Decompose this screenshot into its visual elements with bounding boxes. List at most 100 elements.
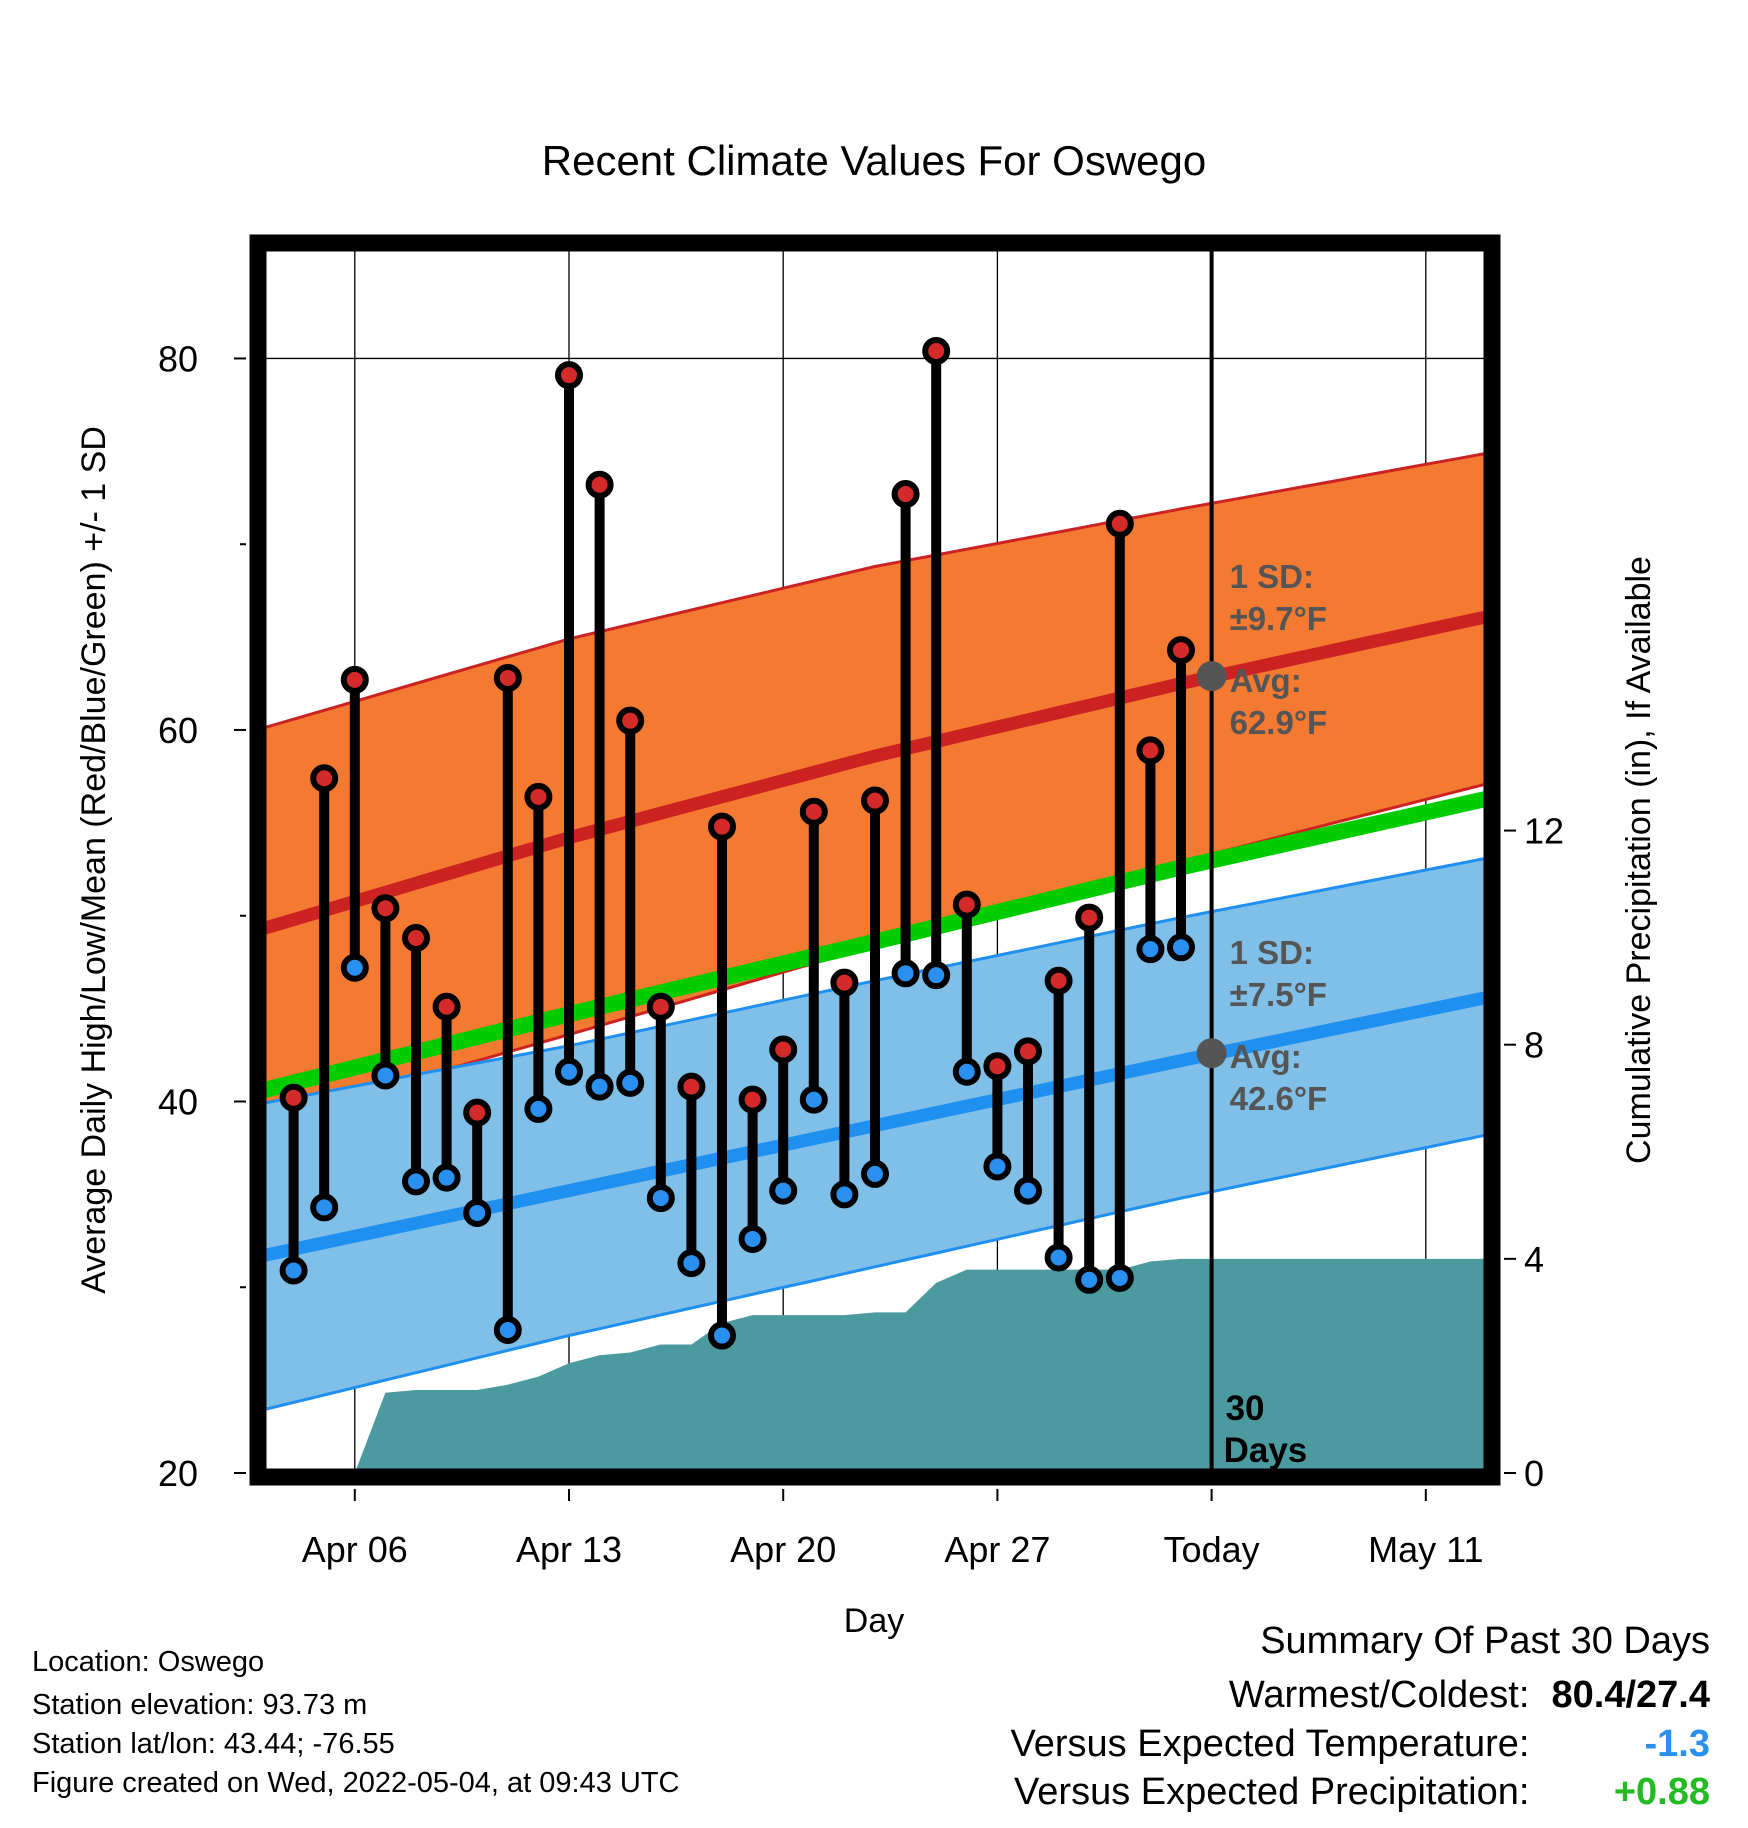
low-point [402, 1167, 430, 1196]
low-point [646, 1184, 675, 1213]
footer-elevation: Station elevation: 93.73 m [32, 1689, 368, 1721]
high-point [891, 480, 920, 509]
high-point [861, 786, 889, 815]
today-high-avg-dot [1196, 661, 1227, 692]
low-point [555, 1057, 583, 1086]
summary-precip-label: Versus Expected Precipitation: [1014, 1771, 1530, 1813]
high-point [922, 337, 951, 366]
high-point [555, 361, 583, 390]
high-point [1167, 636, 1195, 665]
low-point [463, 1198, 492, 1227]
low-point [1014, 1176, 1042, 1205]
low-point [983, 1152, 1012, 1181]
low-point [1105, 1263, 1134, 1292]
high-point [1014, 1037, 1042, 1066]
y-tick-label: 80 [158, 338, 198, 379]
low-point [493, 1315, 522, 1344]
observed-temperatures [279, 337, 1195, 1350]
low-point [1075, 1265, 1104, 1294]
low-point [616, 1068, 645, 1097]
low-point [830, 1180, 859, 1209]
low-point [371, 1061, 400, 1090]
low-point [1167, 933, 1195, 962]
normal-high-mean-line [263, 610, 1487, 935]
low-point [952, 1057, 981, 1086]
high-point [769, 1035, 798, 1064]
normal-high-band-upper-edge [263, 451, 1487, 730]
summary-temp-row: Versus Expected Temperature: -1.3 [1011, 1723, 1710, 1766]
annotation-high-row: Avg: [1230, 662, 1302, 699]
x-tick-label: Apr 06 [302, 1529, 408, 1570]
y2-axis-label: Cumulative Precipitation (in), If Availa… [1620, 556, 1658, 1164]
y-tick-label: 60 [158, 710, 198, 751]
high-point [310, 764, 339, 793]
summary-temp-label: Versus Expected Temperature: [1010, 1723, 1530, 1765]
high-point [738, 1085, 767, 1114]
normal-low-band-lower-edge [263, 1133, 1487, 1412]
annotation-high-row: ±9.7°F [1230, 600, 1327, 637]
summary-warmest-row: Warmest/Coldest: 80.4/27.4 [1229, 1674, 1710, 1717]
y-tick-label: 20 [158, 1453, 198, 1494]
low-point [922, 961, 951, 990]
high-point [1044, 966, 1073, 995]
high-point [952, 890, 981, 919]
window-label-unit: Days [1224, 1431, 1308, 1470]
summary-temp-value: -1.3 [1644, 1723, 1710, 1765]
high-point [1136, 736, 1165, 765]
footer-latlon: Station lat/lon: 43.44; -76.55 [32, 1728, 395, 1760]
plot-frame [249, 234, 1501, 1486]
low-point [799, 1085, 828, 1114]
high-point [646, 992, 675, 1021]
low-point [585, 1072, 614, 1101]
high-point [463, 1098, 492, 1127]
precip-area [354, 1258, 1487, 1473]
high-point [616, 706, 645, 735]
summary-precip-value: +0.88 [1613, 1771, 1710, 1813]
today-low-avg-dot [1196, 1038, 1227, 1069]
low-point [279, 1256, 308, 1285]
summary-warmest-label: Warmest/Coldest: [1228, 1674, 1530, 1716]
axes: 20 40 60 80 0 4 8 12 Apr 06 Apr 13 Apr 20 Apr 27 Tod… [158, 338, 1564, 1570]
x-tick-label: Apr 13 [516, 1529, 622, 1570]
footer-location: Location: Oswego [32, 1646, 265, 1678]
y2-tick-label: 12 [1524, 811, 1564, 852]
low-point [524, 1094, 553, 1123]
high-point [432, 992, 461, 1021]
low-point [1044, 1243, 1073, 1272]
y-tick-label: 40 [158, 1081, 198, 1122]
high-point [585, 470, 614, 499]
high-point [371, 894, 400, 923]
high-point [402, 924, 430, 953]
annotation-low-row: Avg: [1230, 1038, 1302, 1075]
summary-title: Summary Of Past 30 Days [1260, 1620, 1710, 1662]
low-point [677, 1249, 706, 1278]
high-point [279, 1083, 308, 1112]
high-point [983, 1052, 1012, 1081]
low-point [769, 1176, 798, 1205]
y-axis-label: Average Daily High/Low/Mean (Red/Blue/Gr… [75, 426, 113, 1294]
low-point [1136, 935, 1165, 964]
high-point [524, 782, 553, 811]
high-point [493, 663, 522, 692]
annotation-low-row: ±7.5°F [1230, 976, 1327, 1013]
high-point [677, 1072, 706, 1101]
normal-annotations: 1 SD: ±9.7°F Avg: 62.9°F 1 SD: ±7.5°F Avg: 42.6… [1230, 558, 1328, 1117]
high-point [799, 797, 828, 826]
y2-tick-label: 8 [1524, 1025, 1544, 1066]
low-point [340, 953, 369, 982]
summary-precip-row: Versus Expected Precipitation: +0.88 [1014, 1771, 1710, 1814]
x-tick-label: Apr 20 [730, 1529, 836, 1570]
low-point [861, 1159, 889, 1188]
low-point [708, 1321, 736, 1350]
low-point [432, 1163, 461, 1192]
high-point [1075, 903, 1104, 932]
y2-tick-label: 0 [1524, 1453, 1544, 1494]
x-tick-label: Apr 27 [944, 1529, 1050, 1570]
high-point [340, 665, 369, 694]
annotation-high-row: 1 SD: [1230, 558, 1314, 595]
low-point [310, 1193, 339, 1222]
window-label-number: 30 [1226, 1389, 1265, 1428]
low-point [891, 959, 920, 988]
